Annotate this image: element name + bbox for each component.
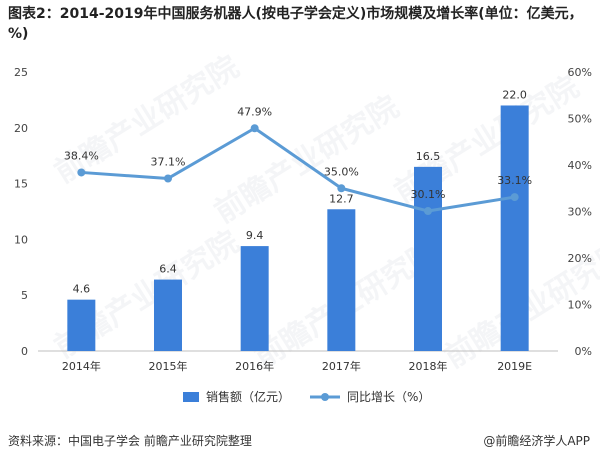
y-right-tick-label: 50% [568, 113, 592, 126]
legend-label-sales: 销售额（亿元） [206, 389, 290, 404]
y-left-tick-label: 25 [14, 66, 28, 79]
bar [67, 299, 96, 351]
bar-value-label: 9.4 [246, 229, 264, 242]
legend-label-growth: 同比增长（%） [347, 390, 430, 404]
y-right-tick-label: 0% [575, 345, 592, 358]
y-right-tick-label: 10% [568, 299, 592, 312]
chart-title: 图表2：2014-2019年中国服务机器人(按电子学会定义)市场规模及增长率(单… [8, 6, 583, 42]
bar [327, 209, 356, 351]
brand-credit: @前瞻经济学人APP [483, 434, 590, 448]
x-tick-label: 2017年 [322, 359, 361, 373]
growth-value-label: 33.1% [497, 174, 532, 187]
x-tick-label: 2019E [497, 360, 532, 373]
growth-point [424, 207, 432, 216]
growth-value-label: 38.4% [64, 149, 99, 162]
y-left-tick-label: 15 [14, 178, 28, 191]
growth-point [77, 168, 86, 177]
bar [500, 105, 529, 351]
legend-marker-growth [321, 393, 329, 401]
growth-point [510, 193, 519, 202]
growth-value-label: 35.0% [324, 165, 359, 178]
y-left-tick-label: 20 [14, 122, 28, 135]
bar [154, 279, 182, 351]
growth-point [337, 184, 346, 193]
bar-value-label: 16.5 [416, 150, 441, 163]
growth-value-label: 30.1% [411, 188, 446, 201]
x-tick-label: 2014年 [62, 359, 101, 373]
growth-value-label: 47.9% [237, 105, 272, 118]
growth-value-label: 37.1% [151, 155, 186, 168]
y-left-tick-label: 5 [21, 289, 28, 302]
legend-swatch-sales [183, 392, 199, 402]
y-right-tick-label: 40% [568, 159, 592, 172]
bar-value-label: 12.7 [329, 192, 354, 205]
bar-value-label: 6.4 [159, 263, 177, 276]
bar-value-label: 4.6 [73, 283, 91, 296]
source-note: 资料来源：中国电子学会 前瞻产业研究院整理 [8, 434, 252, 448]
x-tick-label: 2015年 [149, 359, 188, 373]
y-left-tick-label: 0 [21, 345, 28, 358]
bar [414, 166, 442, 351]
y-right-tick-label: 20% [568, 252, 592, 265]
growth-point [164, 174, 172, 183]
bar-value-label: 22.0 [502, 88, 527, 101]
bar [240, 246, 269, 351]
x-tick-label: 2018年 [409, 359, 448, 373]
y-right-tick-label: 30% [568, 206, 592, 219]
y-left-tick-label: 10 [14, 233, 28, 246]
x-tick-label: 2016年 [235, 359, 274, 373]
y-right-tick-label: 60% [568, 66, 592, 79]
growth-point [250, 124, 259, 133]
growth-line [81, 126, 515, 213]
